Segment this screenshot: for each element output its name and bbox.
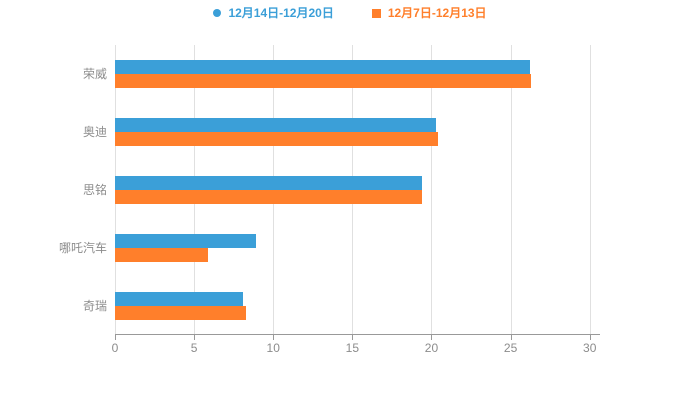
- gridline: [431, 45, 433, 334]
- axis-tick: [273, 335, 275, 340]
- series1-circle-marker-icon: [213, 9, 222, 17]
- bar-series2-思铭[interactable]: [115, 190, 422, 204]
- axis-tick: [431, 335, 433, 340]
- bar-series1-荣威[interactable]: [115, 60, 530, 74]
- y-category-label: 奥迪: [82, 125, 107, 139]
- bar-series2-哪吒汽车[interactable]: [115, 248, 209, 262]
- axis-tick: [115, 335, 116, 340]
- x-tick-label: 15: [345, 341, 360, 355]
- legend-label-series1: 12月14日-12月20日: [228, 6, 334, 20]
- bar-series1-哪吒汽车[interactable]: [115, 234, 256, 248]
- y-category-label: 奇瑞: [82, 299, 107, 313]
- bar-series1-奇瑞[interactable]: [115, 292, 244, 306]
- gridline: [510, 45, 512, 334]
- legend-item-series1[interactable]: 12月14日-12月20日: [213, 6, 334, 20]
- series2-square-marker-icon: [371, 8, 381, 18]
- chart-legend: 12月14日-12月20日 12月7日-12月13日: [0, 7, 700, 19]
- x-tick-label: 30: [583, 341, 597, 355]
- bar-series2-奇瑞[interactable]: [115, 306, 247, 320]
- x-tick-label: 5: [190, 341, 198, 355]
- legend-label-series2: 12月7日-12月13日: [387, 6, 487, 20]
- y-axis-labels: 荣威奥迪思铭哪吒汽车奇瑞: [0, 45, 107, 335]
- axis-tick: [352, 335, 354, 340]
- x-tick-label: 10: [266, 341, 280, 355]
- legend-item-series2[interactable]: 12月7日-12月13日: [371, 6, 487, 20]
- bar-series1-思铭[interactable]: [115, 176, 422, 190]
- x-tick-label: 25: [503, 341, 518, 355]
- y-category-label: 哪吒汽车: [58, 241, 107, 255]
- axis-tick: [589, 335, 591, 340]
- x-tick-label: 20: [424, 341, 439, 355]
- x-axis-labels: 0 5 10 15 20 25 30: [111, 341, 600, 357]
- gridline: [589, 45, 591, 334]
- bar-series1-奥迪[interactable]: [115, 118, 437, 132]
- axis-tick: [510, 335, 512, 340]
- bar-series2-奥迪[interactable]: [115, 132, 438, 146]
- y-category-label: 思铭: [82, 183, 107, 197]
- axis-tick: [194, 335, 196, 340]
- y-category-label: 荣威: [82, 67, 107, 81]
- bar-series2-荣威[interactable]: [115, 74, 532, 88]
- x-tick-label: 0: [111, 341, 119, 355]
- plot-area: [115, 45, 600, 340]
